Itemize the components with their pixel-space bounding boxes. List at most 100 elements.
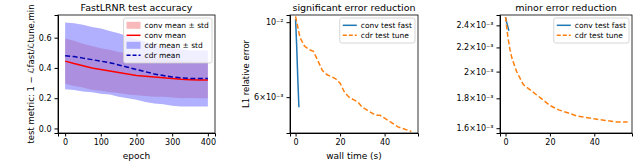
x-tick: 20	[545, 133, 555, 147]
x-tick-label: 400	[201, 138, 216, 147]
chart-title: FastLRNR test accuracy	[81, 2, 193, 13]
chart-title: significant error reduction	[292, 2, 415, 13]
y-tick-label: 0.0	[39, 125, 52, 134]
x-axis-title: wall time (s)	[326, 151, 382, 161]
legend-label: cdr test tune	[361, 31, 410, 40]
y-tick-label: 0.2	[39, 94, 52, 103]
legend-entry: cdr test tune	[557, 31, 624, 40]
legend-box	[554, 18, 629, 43]
series-line	[65, 61, 208, 80]
x-tick-label: 0	[503, 138, 508, 147]
legend-entry: conv mean ± std	[127, 21, 209, 30]
x-tick: 200	[129, 133, 144, 147]
x-tick: 20	[335, 133, 345, 147]
y-tick: 2.4×10⁻³	[456, 21, 500, 30]
x-tick-mark	[137, 133, 138, 137]
y-tick: 1.8×10⁻³	[456, 94, 500, 103]
legend-label: conv test fast	[361, 21, 412, 30]
legend-label: cdr mean ± std	[145, 41, 204, 50]
y-axis-title: L1 relative error	[241, 39, 251, 108]
legend-label: cdr mean	[145, 51, 181, 60]
y-tick: 2.2×10⁻³	[456, 43, 500, 52]
y-tick: 2×10⁻³	[464, 68, 500, 77]
legend-box	[124, 18, 212, 63]
legend-swatch	[343, 35, 357, 37]
x-tick-label: 20	[335, 138, 345, 147]
y-tick-label: 1.6×10⁻³	[456, 124, 493, 133]
x-tick: 0	[63, 133, 68, 147]
y-tick-label: 2.4×10⁻³	[456, 21, 493, 30]
legend-swatch	[127, 35, 141, 37]
x-axis-line	[59, 134, 216, 137]
legend-entry: cdr mean	[127, 51, 181, 60]
legend-swatch	[127, 42, 141, 49]
x-axis-line	[291, 134, 419, 137]
y-axis: 1.6×10⁻³ 1.8×10⁻³ 2×10⁻³ 2.2×10⁻³ 2.4×10⁻³	[456, 16, 500, 134]
y-tick-label: 2×10⁻³	[464, 68, 493, 77]
y-tick-mark	[55, 68, 59, 69]
legend-swatch	[557, 25, 571, 27]
x-tick-label: 0	[294, 138, 299, 147]
x-tick-mark	[385, 133, 386, 137]
y-tick-mark	[287, 22, 291, 23]
legend-swatch	[127, 55, 141, 57]
y-axis-line	[497, 16, 501, 134]
x-tick-mark	[550, 133, 551, 137]
legend-label: conv mean ± std	[145, 21, 209, 30]
x-tick: 300	[165, 133, 180, 147]
plot-frame	[290, 15, 418, 133]
legend-label: conv mean	[145, 31, 187, 40]
panel: 0 20 40 10⁻² 6×10⁻³ significant error reducti…	[241, 2, 418, 161]
x-tick-label: 40	[380, 138, 390, 147]
x-tick-mark	[296, 133, 297, 137]
y-tick: 0.0	[39, 125, 58, 134]
legend: conv test fastcdr test tune	[554, 18, 629, 43]
legend-entry: cdr mean ± std	[127, 41, 204, 50]
legend-entry: cdr test tune	[343, 31, 410, 40]
x-tick-label: 300	[165, 138, 180, 147]
x-tick: 40	[380, 133, 390, 147]
x-tick-mark	[101, 133, 102, 137]
x-tick-mark	[506, 133, 507, 137]
x-tick-mark	[340, 133, 341, 137]
y-tick-mark	[55, 38, 59, 39]
y-tick-mark	[55, 98, 59, 99]
x-tick-label: 20	[545, 138, 555, 147]
x-axis: 0 20 40	[291, 133, 419, 147]
y-tick-label: 0.6	[39, 34, 52, 43]
legend-entry: conv test fast	[343, 21, 412, 30]
x-axis: 02040	[501, 133, 633, 147]
y-tick-mark	[497, 72, 501, 73]
legend-label: cdr test tune	[575, 31, 624, 40]
y-tick-label: 10⁻²	[266, 18, 284, 27]
y-tick-mark	[497, 47, 501, 48]
x-tick: 100	[94, 133, 109, 147]
x-tick: 0	[503, 133, 508, 147]
figure: 01002003004000.00.20.40.6FastLRNR test a…	[0, 0, 640, 166]
y-tick-label: 1.8×10⁻³	[456, 94, 493, 103]
x-tick-mark	[208, 133, 209, 137]
y-axis: 10⁻² 6×10⁻³	[254, 16, 290, 134]
legend: conv mean ± stdconv meancdr mean ± stdcd…	[124, 18, 212, 63]
y-tick: 0.6	[39, 34, 58, 43]
legend-entry: conv test fast	[557, 21, 626, 30]
legend-entry: conv mean	[127, 31, 187, 40]
legend: conv test fastcdr test tune	[340, 18, 415, 43]
legend-label: conv test fast	[575, 21, 626, 30]
chart-title: minor error reduction	[515, 2, 617, 13]
legend-box	[340, 18, 415, 43]
x-tick: 0	[294, 133, 299, 147]
plot-frame	[500, 15, 632, 133]
y-tick-label: 6×10⁻³	[254, 93, 283, 102]
y-tick: 6×10⁻³	[254, 93, 290, 102]
plot-frame	[58, 15, 215, 133]
y-tick: 0.4	[39, 64, 58, 73]
y-tick-label: 2.2×10⁻³	[456, 43, 493, 52]
x-tick-mark	[172, 133, 173, 137]
y-tick-mark	[497, 98, 501, 99]
x-axis-title: epoch	[123, 151, 150, 161]
panel: 0 100 200 300 400 0.0 0.2 0.4 0.6 FastLRNR test a…	[26, 2, 216, 161]
x-axis-line	[501, 134, 633, 137]
y-tick: 1.6×10⁻³	[456, 124, 500, 133]
x-tick-label: 200	[129, 138, 144, 147]
